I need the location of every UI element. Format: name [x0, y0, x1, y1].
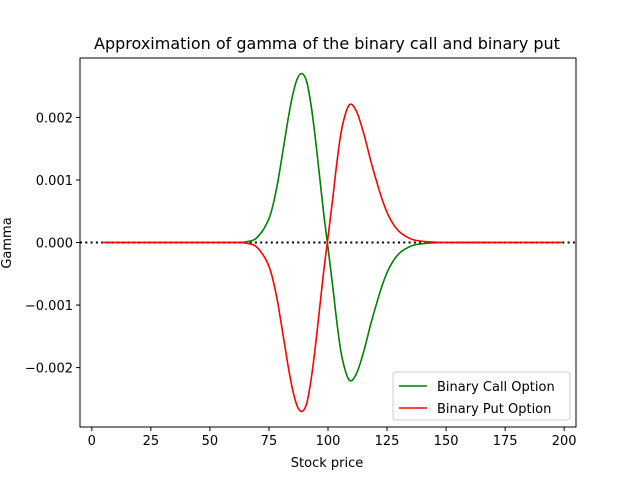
y-tick-label: −0.001 — [25, 299, 73, 314]
legend-label-binary-put: Binary Put Option — [437, 402, 551, 417]
x-tick-label: 200 — [552, 434, 577, 449]
chart-title: Approximation of gamma of the binary cal… — [94, 34, 560, 53]
legend-label-binary-call: Binary Call Option — [437, 380, 555, 395]
x-axis-label: Stock price — [291, 456, 363, 471]
y-tick-label: −0.002 — [25, 362, 73, 377]
x-tick-label: 0 — [88, 434, 96, 449]
plot-area: 0 25 50 75 100 125 150 175 200 −0.002 −0.001 0.000 0… — [25, 57, 577, 449]
x-tick-label: 175 — [493, 434, 518, 449]
x-tick-label: 50 — [202, 434, 219, 449]
x-tick-label: 125 — [375, 434, 400, 449]
x-tick-label: 75 — [261, 434, 278, 449]
x-tick-label: 100 — [316, 434, 341, 449]
legend-box — [392, 371, 571, 421]
x-tick-label: 25 — [143, 434, 160, 449]
y-axis-label: Gamma — [0, 217, 15, 268]
y-tick-label: 0.002 — [36, 111, 73, 126]
series-line-binary-put — [103, 103, 562, 413]
y-tick-label: 0.000 — [36, 237, 73, 252]
y-tick-label: 0.001 — [36, 174, 73, 189]
x-tick-label: 150 — [434, 434, 459, 449]
series-line-binary-call — [103, 72, 562, 382]
